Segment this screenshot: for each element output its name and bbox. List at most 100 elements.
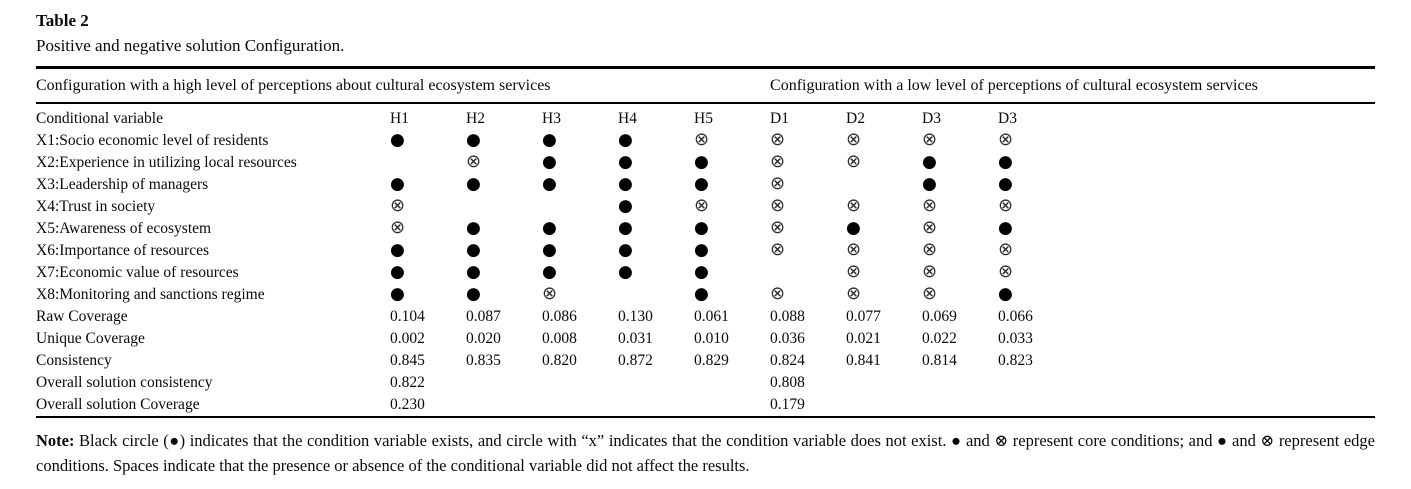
row-label: X5:Awareness of ecosystem xyxy=(36,220,212,237)
condition-cell: ● xyxy=(466,218,542,240)
filled-circle-icon: ● xyxy=(542,130,557,150)
circled-x-icon: ⊗ xyxy=(922,284,938,305)
column-header: H4 xyxy=(618,110,637,127)
stat-cell: 0.010 xyxy=(694,330,729,347)
condition-cell xyxy=(770,262,846,284)
stat-cell: 0.021 xyxy=(846,330,881,347)
stat-cell xyxy=(618,372,694,394)
stat-cell xyxy=(922,394,999,418)
table-row: X4:Trust in society ⊗ ● ⊗ ⊗ ⊗ ⊗ ⊗ xyxy=(36,196,1375,218)
stat-cell xyxy=(998,372,1074,394)
filled-circle-icon: ● xyxy=(618,218,633,238)
filled-circle-icon: ● xyxy=(466,240,481,260)
stat-cell xyxy=(542,394,618,418)
condition-cell xyxy=(390,152,466,174)
circled-x-icon: ⊗ xyxy=(770,240,786,261)
stat-cell xyxy=(922,372,998,394)
condition-cell: ● xyxy=(998,218,1074,240)
table-row: X6:Importance of resources ● ● ● ● ● ⊗ ⊗ ⊗ ⊗ xyxy=(36,240,1375,262)
table-row: Unique Coverage 0.002 0.020 0.008 0.031 0.010… xyxy=(36,328,1375,350)
circled-x-icon: ⊗ xyxy=(770,196,786,217)
stat-cell xyxy=(694,372,770,394)
condition-cell xyxy=(618,284,694,306)
condition-cell: ● xyxy=(466,284,542,306)
stat-cell: 0.077 xyxy=(846,308,881,325)
condition-cell: ● xyxy=(998,174,1074,196)
stat-cell: 0.230 xyxy=(390,394,466,418)
condition-cell: ● xyxy=(618,218,694,240)
stat-cell: 0.066 xyxy=(998,308,1033,325)
condition-cell: ● xyxy=(998,284,1074,306)
filled-circle-icon: ● xyxy=(694,240,709,260)
filler-cell xyxy=(1074,196,1375,218)
stat-cell: 0.820 xyxy=(542,352,577,369)
condition-cell: ⊗ xyxy=(694,196,770,218)
table-row: Raw Coverage 0.104 0.087 0.086 0.130 0.061 0.0… xyxy=(36,306,1375,328)
circled-x-icon: ⊗ xyxy=(922,240,938,261)
condition-cell: ⊗ xyxy=(922,218,998,240)
filler-cell xyxy=(1074,372,1375,394)
condition-cell: ● xyxy=(694,152,770,174)
row-label: X6:Importance of resources xyxy=(36,242,210,259)
condition-cell: ● xyxy=(466,262,542,284)
condition-cell: ● xyxy=(694,218,770,240)
column-header: D3 xyxy=(922,110,941,127)
stat-cell: 0.033 xyxy=(998,330,1033,347)
filled-circle-icon: ● xyxy=(846,218,861,238)
filled-circle-icon: ● xyxy=(466,284,481,304)
condition-cell: ● xyxy=(922,152,998,174)
stat-cell: 0.808 xyxy=(770,374,805,391)
table-row: Consistency 0.845 0.835 0.820 0.872 0.829 0.82… xyxy=(36,350,1375,372)
condition-cell: ● xyxy=(998,152,1074,174)
condition-cell: ● xyxy=(542,218,618,240)
condition-cell: ⊗ xyxy=(390,196,466,218)
circled-x-icon: ⊗ xyxy=(922,196,938,217)
stat-cell: 0.002 xyxy=(390,330,425,347)
filled-circle-icon: ● xyxy=(618,174,633,194)
table-row: X8:Monitoring and sanctions regime ● ● ⊗ ● ⊗ ⊗… xyxy=(36,284,1375,306)
filler-cell xyxy=(1074,218,1375,240)
filler-cell xyxy=(1074,394,1375,418)
filled-circle-icon: ● xyxy=(998,174,1013,194)
stat-cell: 0.061 xyxy=(694,308,729,325)
paper-table-figure: Table 2 Positive and negative solution C… xyxy=(36,11,1375,475)
filled-circle-icon: ● xyxy=(466,218,481,238)
row-label: X7:Economic value of resources xyxy=(36,264,239,281)
column-header: H2 xyxy=(466,110,485,127)
condition-cell: ⊗ xyxy=(770,196,846,218)
stat-cell xyxy=(542,372,618,394)
row-label: Unique Coverage xyxy=(36,330,145,347)
column-header: D1 xyxy=(770,110,789,127)
table-row: X3:Leadership of managers ● ● ● ● ● ⊗ ● ● xyxy=(36,174,1375,196)
filled-circle-icon: ● xyxy=(998,218,1013,238)
stat-cell: 0.020 xyxy=(466,330,501,347)
stat-cell: 0.031 xyxy=(618,330,653,347)
configuration-table: Configuration with a high level of perce… xyxy=(36,66,1375,418)
circled-x-icon: ⊗ xyxy=(922,130,938,151)
condition-cell: ● xyxy=(542,240,618,262)
filler-cell xyxy=(1074,350,1375,372)
condition-cell: ⊗ xyxy=(998,130,1074,152)
filled-circle-icon: ● xyxy=(542,262,557,282)
filled-circle-icon: ● xyxy=(922,174,937,194)
note-label: Note: xyxy=(36,431,75,450)
circled-x-icon: ⊗ xyxy=(770,152,786,173)
row-label: Consistency xyxy=(36,352,112,369)
column-header: H1 xyxy=(390,110,409,127)
circled-x-icon: ⊗ xyxy=(390,218,406,239)
condition-cell: ⊗ xyxy=(846,240,922,262)
stat-cell xyxy=(466,394,542,418)
circled-x-icon: ⊗ xyxy=(998,130,1014,151)
stat-cell xyxy=(466,372,542,394)
circled-x-icon: ⊗ xyxy=(694,196,710,217)
row-label: X8:Monitoring and sanctions regime xyxy=(36,286,265,303)
table-row: X7:Economic value of resources ● ● ● ● ● ⊗ ⊗ ⊗ xyxy=(36,262,1375,284)
circled-x-icon: ⊗ xyxy=(770,284,786,305)
filled-circle-icon: ● xyxy=(618,130,633,150)
stat-cell: 0.829 xyxy=(694,352,729,369)
row-label: Overall solution Coverage xyxy=(36,394,390,418)
filler-cell xyxy=(1074,262,1375,284)
condition-cell: ● xyxy=(466,174,542,196)
condition-cell: ⊗ xyxy=(922,196,998,218)
condition-cell: ⊗ xyxy=(770,218,846,240)
